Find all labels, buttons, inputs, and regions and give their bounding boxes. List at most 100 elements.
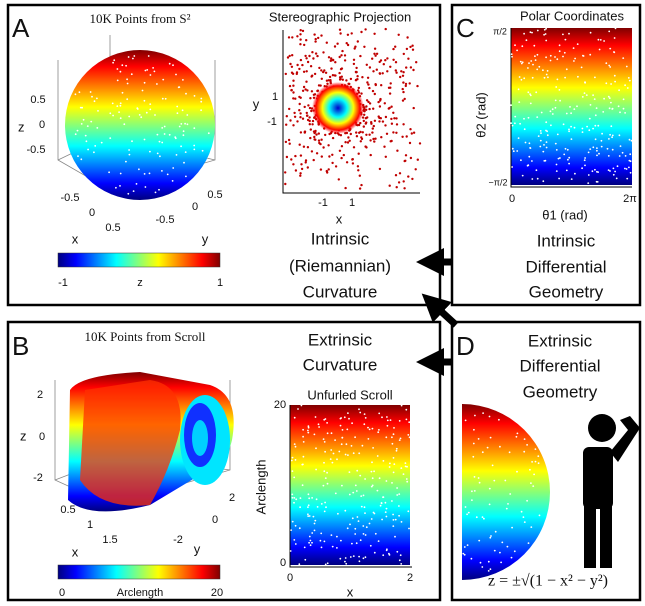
speckle [326,482,329,485]
projection-point [291,54,294,57]
projection-point [325,41,328,44]
speckle [520,510,523,513]
speckle [347,454,349,456]
speckle [629,171,632,174]
projection-point [290,71,294,74]
speckle [93,100,96,103]
speckle [396,494,399,496]
speckle [371,477,374,480]
speckle [359,411,362,414]
speckle [396,487,398,489]
projection-point [320,138,323,141]
projection-point [365,108,368,112]
speckle [613,74,616,77]
speckle [367,426,369,429]
axes [282,30,420,194]
panel-b-frame [6,320,442,602]
speckle [125,64,127,67]
speckle [291,493,294,496]
speckle [161,170,163,172]
speckle [533,44,536,47]
speckle [392,513,394,516]
projection-point [371,127,374,130]
projection-point [367,83,370,86]
projection-point [329,79,332,82]
panel-d-frame [450,320,642,602]
projection-point [352,58,356,61]
projection-point [373,140,376,143]
speckle [520,159,522,162]
speckle [592,146,595,149]
speckle [577,75,579,78]
projection-point [303,43,306,47]
speckle [119,104,122,107]
speckle [85,140,88,143]
projection-point [360,137,364,141]
speckle [302,441,305,443]
speckle [127,192,130,195]
speckle [518,76,521,78]
speckle [470,557,473,560]
speckle [545,27,547,30]
axes [510,28,632,188]
speckle [352,452,355,455]
speckle [558,44,561,47]
speckle [358,452,361,455]
speckle [519,60,522,63]
speckle [193,127,196,129]
speckle [563,51,566,54]
speckle [393,427,395,429]
speckle [599,39,602,41]
speckle [529,102,532,105]
projection-point [378,72,381,75]
speckle [463,546,466,548]
projection-point [294,154,297,158]
speckle [312,515,315,518]
speckle [314,416,317,418]
projection-point [368,66,372,69]
projection-point [372,107,375,110]
projection-point [370,121,373,124]
speckle [180,123,183,125]
projection-point [384,27,387,31]
speckle [119,172,122,175]
projection-point [416,84,419,88]
projection-point [308,106,312,110]
speckle [511,526,513,529]
projection-point [369,153,372,157]
speckle [613,51,615,53]
projection-point [384,59,387,62]
projection-point [349,132,352,136]
speckle [126,82,129,85]
projection-point [350,32,353,35]
speckle [622,57,625,59]
projection-point [339,32,342,35]
speckle [113,59,116,62]
projection-point [331,74,335,77]
projection-point [296,63,299,67]
projection-point [378,116,381,120]
projection-point [402,81,405,84]
projection-point [374,83,377,87]
speckle [404,465,407,468]
speckle [549,59,552,62]
x-axis-label: x [347,584,354,599]
speckle [176,105,179,108]
speckle [87,148,89,151]
speckle [517,137,520,140]
speckle [132,190,135,193]
projection-point [388,92,392,95]
projection-point [397,181,401,184]
speckle [392,457,395,459]
speckle [308,497,311,500]
speckle [489,536,492,539]
speckle [408,421,411,424]
projection-point [287,36,291,39]
speckle [588,129,591,132]
speckle [316,506,319,508]
projection-point [368,102,372,105]
speckle [521,174,524,177]
speckle [508,451,511,454]
projection-point [317,36,320,40]
projection-point [371,89,375,93]
